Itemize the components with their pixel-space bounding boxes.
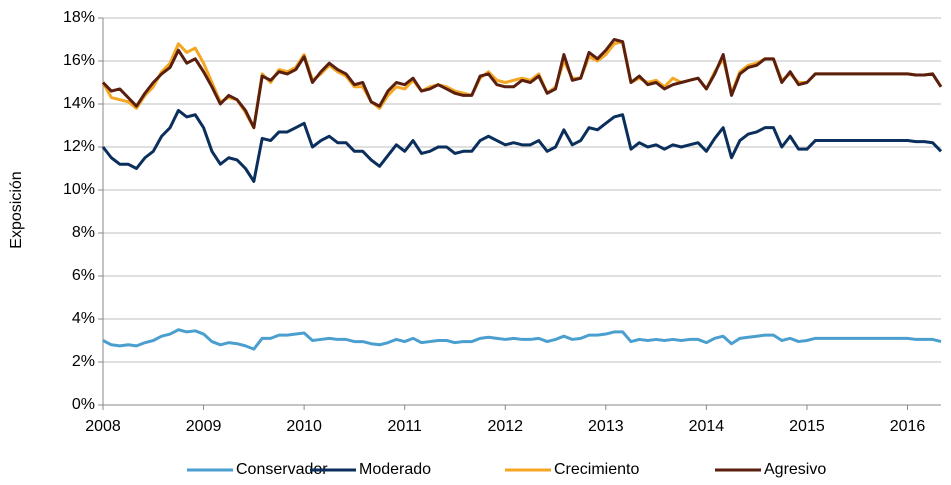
- y-tick-label: 10%: [63, 181, 95, 198]
- x-tick-label: 2014: [689, 418, 725, 435]
- x-tick-label: 2015: [789, 418, 825, 435]
- y-tick-label: 14%: [63, 95, 95, 112]
- legend-label: Agresivo: [764, 461, 826, 478]
- y-tick-label: 6%: [72, 267, 95, 284]
- y-tick-label: 16%: [63, 52, 95, 69]
- x-tick-label: 2009: [186, 418, 222, 435]
- y-tick-label: 12%: [63, 138, 95, 155]
- x-tick-label: 2008: [85, 418, 121, 435]
- y-tick-label: 18%: [63, 9, 95, 26]
- y-tick-label: 8%: [72, 224, 95, 241]
- series-line: [102, 328, 942, 351]
- series-line: [101, 108, 943, 183]
- y-tick-label: 4%: [72, 310, 95, 327]
- legend-label: Moderado: [359, 461, 431, 478]
- x-tick-label: 2016: [890, 418, 926, 435]
- legend-label: Conservador: [236, 461, 328, 478]
- x-tick-label: 2011: [387, 418, 422, 435]
- y-axis-label: Exposición: [8, 171, 25, 248]
- series-line: [101, 38, 943, 130]
- legend-label: Crecimiento: [554, 461, 639, 478]
- y-tick-label: 0%: [72, 396, 95, 413]
- x-tick-label: 2013: [588, 418, 624, 435]
- series-line: [101, 40, 943, 130]
- y-tick-label: 2%: [72, 353, 95, 370]
- x-tick-label: 2012: [487, 418, 523, 435]
- x-tick-label: 2010: [286, 418, 322, 435]
